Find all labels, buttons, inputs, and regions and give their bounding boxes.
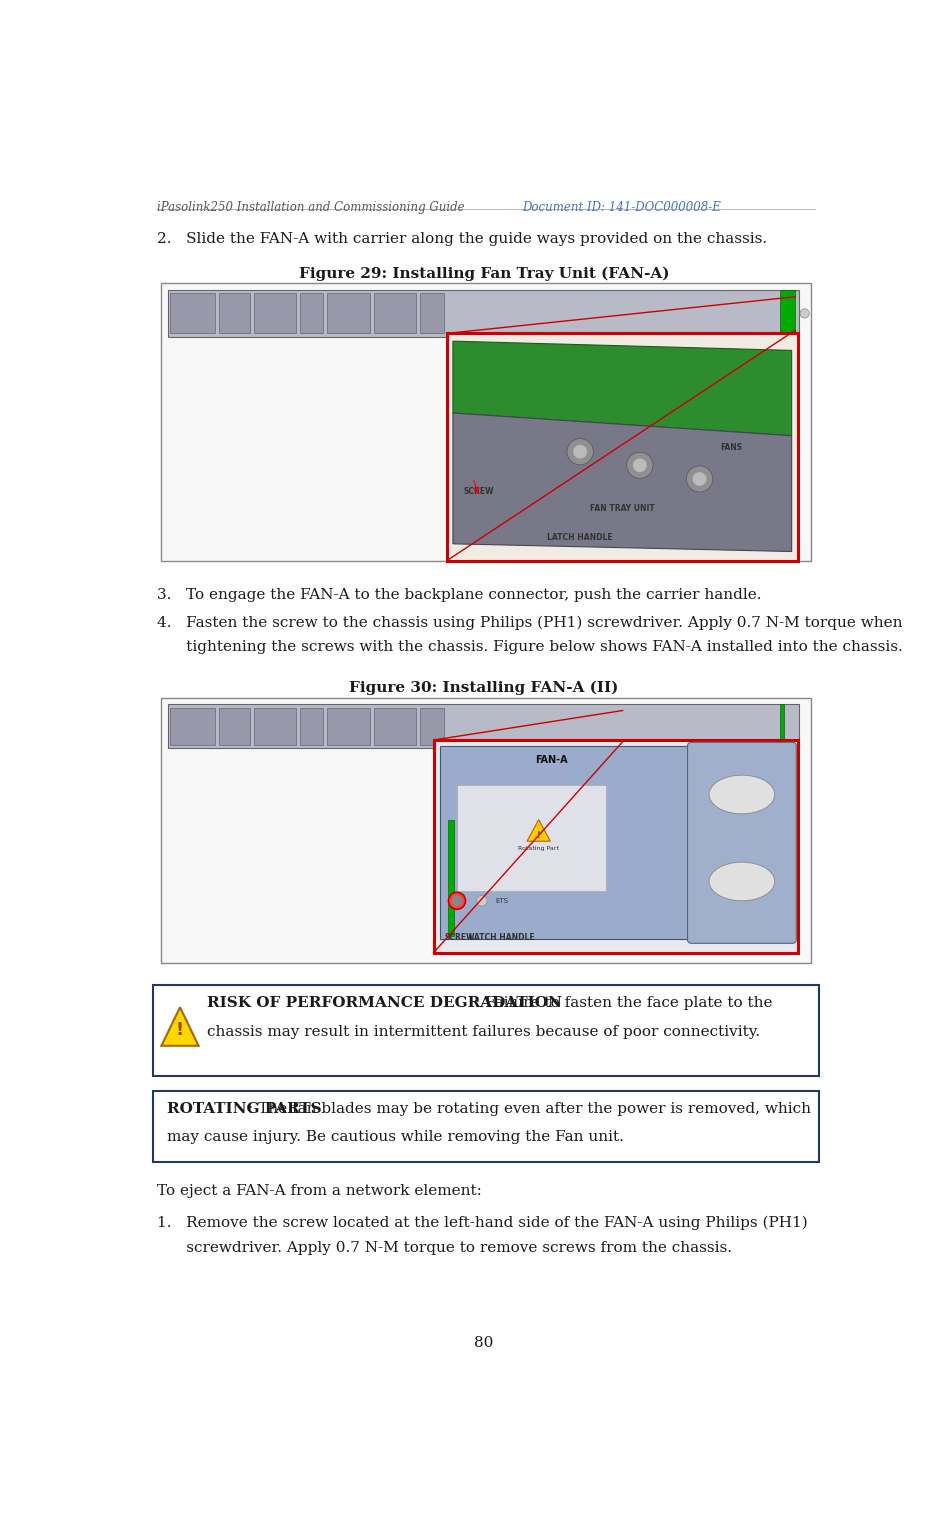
Text: ETS: ETS	[496, 897, 509, 904]
FancyBboxPatch shape	[687, 742, 797, 943]
Circle shape	[448, 893, 465, 910]
FancyBboxPatch shape	[160, 698, 811, 963]
Text: : Failure to fasten the face plate to the: : Failure to fasten the face plate to th…	[475, 996, 772, 1009]
Text: may cause injury. Be cautious while removing the Fan unit.: may cause injury. Be cautious while remo…	[167, 1129, 624, 1144]
FancyBboxPatch shape	[254, 707, 296, 744]
Text: Figure 29: Installing Fan Tray Unit (FAN-A): Figure 29: Installing Fan Tray Unit (FAN…	[298, 267, 669, 281]
Text: 80: 80	[474, 1336, 494, 1350]
FancyBboxPatch shape	[447, 333, 798, 561]
FancyBboxPatch shape	[433, 739, 798, 953]
FancyBboxPatch shape	[153, 985, 818, 1075]
FancyBboxPatch shape	[374, 293, 416, 333]
Text: Document ID: 141-DOC000008-E: Document ID: 141-DOC000008-E	[523, 201, 721, 215]
FancyBboxPatch shape	[780, 704, 784, 749]
Text: !: !	[537, 830, 541, 839]
Text: FAN TRAY UNIT: FAN TRAY UNIT	[590, 505, 654, 512]
Circle shape	[800, 308, 809, 318]
FancyBboxPatch shape	[170, 293, 215, 333]
Text: LATCH HANDLE: LATCH HANDLE	[548, 534, 613, 543]
FancyBboxPatch shape	[219, 293, 250, 333]
Circle shape	[686, 466, 713, 492]
Text: RISK OF PERFORMANCE DEGRADATION: RISK OF PERFORMANCE DEGRADATION	[207, 996, 562, 1009]
FancyBboxPatch shape	[420, 293, 444, 333]
Text: !: !	[176, 1022, 184, 1040]
FancyBboxPatch shape	[328, 707, 370, 744]
Text: screwdriver. Apply 0.7 N-M torque to remove screws from the chassis.: screwdriver. Apply 0.7 N-M torque to rem…	[157, 1241, 732, 1255]
FancyBboxPatch shape	[420, 707, 444, 744]
Text: SCREW: SCREW	[464, 488, 495, 497]
Polygon shape	[453, 413, 792, 552]
Text: SCREW: SCREW	[445, 933, 475, 942]
FancyBboxPatch shape	[300, 293, 324, 333]
FancyBboxPatch shape	[170, 707, 215, 744]
FancyBboxPatch shape	[168, 290, 800, 337]
Text: Figure 30: Installing FAN-A (II): Figure 30: Installing FAN-A (II)	[349, 681, 618, 695]
Text: FAN-A: FAN-A	[535, 755, 567, 765]
Circle shape	[477, 896, 487, 907]
FancyBboxPatch shape	[168, 704, 800, 749]
Polygon shape	[161, 1008, 198, 1046]
FancyBboxPatch shape	[153, 1091, 818, 1161]
Text: 1.   Remove the screw located at the left-hand side of the FAN-A using Philips (: 1. Remove the screw located at the left-…	[157, 1216, 807, 1230]
Text: 3.   To engage the FAN-A to the backplane connector, push the carrier handle.: 3. To engage the FAN-A to the backplane …	[157, 588, 761, 601]
FancyBboxPatch shape	[457, 785, 605, 891]
Polygon shape	[527, 819, 550, 841]
FancyBboxPatch shape	[300, 707, 324, 744]
Circle shape	[633, 459, 646, 471]
Text: Rotating Part: Rotating Part	[518, 845, 559, 851]
Text: 4.   Fasten the screw to the chassis using Philips (PH1) screwdriver. Apply 0.7 : 4. Fasten the screw to the chassis using…	[157, 615, 902, 629]
Text: iPasolink250 Installation and Commissioning Guide: iPasolink250 Installation and Commission…	[157, 201, 468, 215]
Text: ROTATING PARTS: ROTATING PARTS	[167, 1101, 322, 1115]
Text: 2.   Slide the FAN-A with carrier along the guide ways provided on the chassis.: 2. Slide the FAN-A with carrier along th…	[157, 232, 767, 245]
Circle shape	[567, 439, 594, 465]
Ellipse shape	[709, 862, 775, 900]
Circle shape	[452, 896, 462, 905]
Circle shape	[574, 445, 586, 457]
FancyBboxPatch shape	[328, 293, 370, 333]
Ellipse shape	[709, 775, 775, 815]
Text: chassis may result in intermittent failures because of poor connectivity.: chassis may result in intermittent failu…	[207, 1025, 760, 1039]
FancyBboxPatch shape	[254, 293, 296, 333]
FancyBboxPatch shape	[374, 707, 416, 744]
Text: To eject a FAN-A from a network element:: To eject a FAN-A from a network element:	[157, 1184, 481, 1198]
FancyBboxPatch shape	[440, 746, 687, 939]
FancyBboxPatch shape	[160, 284, 811, 560]
Circle shape	[693, 472, 706, 485]
FancyBboxPatch shape	[219, 707, 250, 744]
Circle shape	[627, 453, 653, 479]
FancyBboxPatch shape	[780, 290, 796, 337]
Text: tightening the screws with the chassis. Figure below shows FAN-A installed into : tightening the screws with the chassis. …	[157, 640, 902, 653]
FancyBboxPatch shape	[447, 819, 454, 936]
Text: FANS: FANS	[720, 443, 743, 451]
Text: LATCH HANDLE: LATCH HANDLE	[468, 933, 534, 942]
Text: : The fan blades may be rotating even after the power is removed, which: : The fan blades may be rotating even af…	[248, 1101, 811, 1115]
Polygon shape	[453, 341, 792, 436]
